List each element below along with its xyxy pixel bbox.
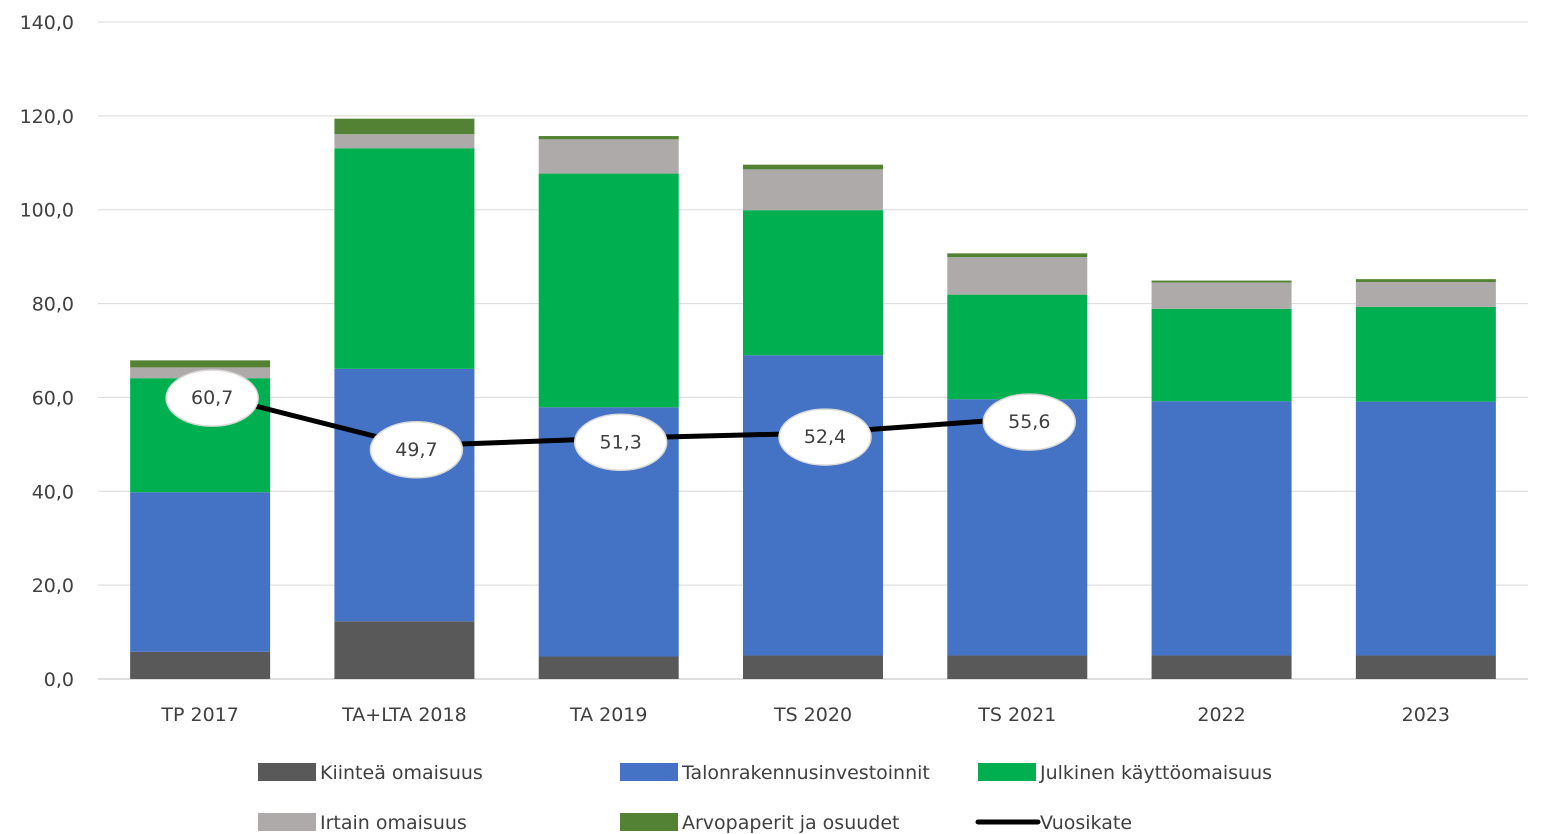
x-tick-label: 2023 (1402, 704, 1450, 726)
bar-segment-5-7 (1355, 279, 1496, 282)
x-tick-label: TP 2017 (160, 704, 238, 726)
bar-segment-3-2 (334, 148, 475, 369)
y-tick-label: 140,0 (20, 12, 74, 34)
vuosikate-line: 60,7 49,7 51,3 52,4 55,6 (165, 369, 1077, 479)
legend-label: Julkinen käyttöomaisuus (1039, 762, 1272, 784)
bar-segment-5-2 (334, 118, 475, 135)
legend-swatch (620, 763, 678, 781)
x-tick-label: TA+LTA 2018 (341, 704, 467, 726)
x-tick-label: TA 2019 (569, 704, 648, 726)
legend-swatch (978, 763, 1036, 781)
y-tick-label: 20,0 (32, 575, 74, 597)
legend-label: Arvopaperit ja osuudet (682, 812, 899, 834)
bar-segment-1-2 (334, 621, 475, 679)
legend-label: Kiinteä omaisuus (320, 762, 483, 784)
bar-segment-2-6 (1151, 401, 1292, 656)
bar-segment-2-7 (1355, 401, 1496, 656)
x-tick-label: 2022 (1197, 704, 1245, 726)
bar-segment-1-7 (1355, 655, 1496, 679)
x-axis: TP 2017 TA+LTA 2018 TA 2019 TS 2020 TS 2021 2… (160, 704, 1450, 726)
data-label-bubble (573, 413, 668, 472)
y-tick-label: 120,0 (20, 106, 74, 128)
data-label: 51,3 (600, 431, 642, 453)
bar-segment-2-1 (130, 492, 271, 652)
legend-label: Irtain omaisuus (320, 812, 467, 834)
legend-swatch (620, 813, 678, 831)
bar-segment-3-6 (1151, 308, 1292, 402)
y-axis: 0,0 20,0 40,0 60,0 80,0 100,0 120,0 140,0 (20, 12, 74, 691)
bar-segment-2-4 (743, 355, 883, 656)
data-label: 55,6 (1008, 411, 1050, 433)
data-label: 60,7 (191, 387, 233, 409)
bar-segment-4-7 (1355, 281, 1496, 307)
legend-swatch (258, 763, 316, 781)
data-label-bubble (982, 393, 1077, 451)
bar-segment-5-4 (743, 164, 883, 170)
data-label-bubble (778, 408, 872, 466)
bar-segment-3-7 (1355, 306, 1496, 402)
y-tick-label: 40,0 (32, 481, 74, 503)
data-label: 52,4 (804, 426, 846, 448)
bar-segment-2-2 (334, 368, 475, 622)
x-tick-label: TS 2021 (977, 704, 1056, 726)
bar-segment-4-6 (1151, 282, 1292, 309)
legend-swatch (258, 813, 316, 831)
bar-segment-1-1 (130, 651, 271, 679)
bar-segment-5-6 (1151, 280, 1292, 283)
bar-segment-1-3 (538, 656, 679, 679)
data-label-bubble (165, 369, 259, 427)
y-tick-label: 0,0 (44, 669, 74, 691)
data-label-bubble (369, 421, 464, 479)
bar-segment-4-3 (538, 139, 679, 174)
data-label: 49,7 (395, 439, 437, 461)
bar-segment-3-3 (538, 173, 679, 408)
bar-segment-5-3 (538, 136, 679, 140)
legend: Kiinteä omaisuus Talonrakennusinvestoinni… (258, 762, 1272, 834)
y-tick-label: 60,0 (32, 387, 74, 409)
bar-segment-5-1 (130, 360, 271, 368)
bar-segment-5-5 (947, 253, 1088, 258)
bar-segment-3-4 (743, 210, 883, 356)
bars (130, 118, 1496, 679)
y-tick-label: 80,0 (32, 294, 74, 316)
bar-segment-4-2 (334, 134, 475, 149)
x-tick-label: TS 2020 (773, 704, 852, 726)
y-tick-label: 100,0 (20, 200, 74, 222)
legend-label: Vuosikate (1040, 812, 1132, 834)
bar-segment-4-5 (947, 257, 1088, 295)
bar-segment-3-5 (947, 294, 1088, 400)
bar-segment-1-4 (743, 655, 883, 679)
legend-label: Talonrakennusinvestoinnit (681, 762, 930, 784)
bar-segment-1-6 (1151, 655, 1292, 679)
bar-segment-4-4 (743, 169, 883, 211)
bar-segment-1-5 (947, 655, 1088, 679)
